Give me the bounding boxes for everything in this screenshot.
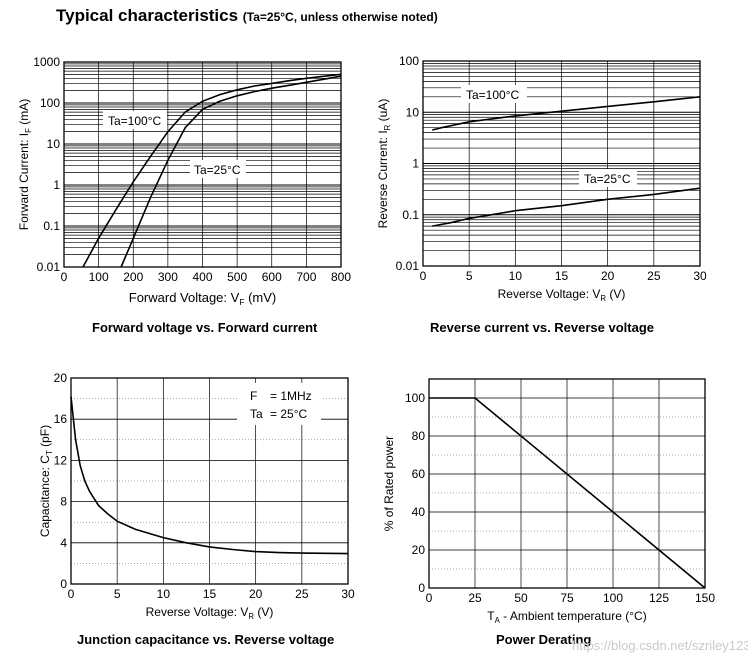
caption-forward: Forward voltage vs. Forward current (92, 320, 318, 335)
y-tick-label: 100 (405, 391, 425, 405)
x-tick-label: 100 (603, 591, 623, 605)
x-tick-label: 0 (68, 587, 75, 601)
label-bg (190, 160, 246, 178)
y-tick-label: 20 (412, 543, 426, 557)
title-main: Typical characteristics (56, 6, 239, 25)
y-tick-label: 0 (418, 581, 425, 595)
label-bg (579, 169, 637, 187)
legend-value: = 1MHz (270, 389, 312, 403)
series-line (82, 73, 342, 268)
y-tick-label: 20 (54, 371, 68, 385)
y-tick-label: 40 (412, 505, 426, 519)
series-line (432, 96, 701, 131)
caption-capacitance: Junction capacitance vs. Reverse voltage (77, 632, 335, 647)
y-tick-label: 0 (60, 577, 67, 591)
series-line (70, 396, 349, 555)
x-tick-label: 700 (296, 270, 316, 284)
x-tick-label: 75 (560, 591, 574, 605)
x-tick-label: 200 (123, 270, 143, 284)
x-tick-label: 500 (227, 270, 247, 284)
label-bg (461, 85, 527, 103)
x-tick-label: 400 (192, 270, 212, 284)
y-tick-label: 1 (53, 178, 60, 192)
y-tick-label: 80 (412, 429, 426, 443)
x-axis-label: Forward Voltage: VF (mV) (129, 290, 277, 307)
series-line (120, 75, 342, 268)
x-tick-label: 10 (509, 269, 523, 283)
x-tick-label: 15 (555, 269, 569, 283)
y-tick-label: 10 (406, 105, 420, 119)
y-tick-label: 1000 (33, 55, 60, 69)
x-tick-label: 0 (426, 591, 433, 605)
page-title: Typical characteristics (Ta=25°C, unless… (56, 6, 438, 26)
y-tick-label: 12 (54, 453, 68, 467)
y-tick-label: 100 (399, 54, 419, 68)
y-tick-label: 4 (60, 536, 67, 550)
legend-value: = 25°C (270, 407, 307, 421)
series-line (432, 187, 701, 227)
y-tick-label: 0.1 (43, 219, 60, 233)
x-tick-label: 800 (331, 270, 351, 284)
y-tick-label: 100 (40, 96, 60, 110)
plot-frame (70, 377, 349, 585)
x-tick-label: 20 (249, 587, 263, 601)
legend-box (237, 383, 321, 425)
watermark: https://blog.csdn.net/szriley123 (572, 638, 748, 653)
x-tick-label: 100 (89, 270, 109, 284)
x-tick-label: 0 (420, 269, 427, 283)
x-tick-label: 25 (295, 587, 309, 601)
x-axis-label: Reverse Voltage: VR (V) (146, 605, 274, 621)
y-tick-label: 8 (60, 495, 67, 509)
x-tick-label: 300 (158, 270, 178, 284)
y-axis-label: Reverse Current: IR (uA) (376, 99, 392, 229)
x-tick-label: 5 (114, 587, 121, 601)
series-label-25: Ta=25°C (584, 172, 631, 186)
x-tick-label: 600 (262, 270, 282, 284)
y-axis-label: Forward Current: IF (mA) (17, 99, 33, 230)
plot-frame (422, 60, 701, 267)
x-tick-label: 50 (514, 591, 528, 605)
label-bg (103, 111, 167, 129)
y-axis-label: % of Rated power (382, 436, 396, 531)
y-tick-label: 60 (412, 467, 426, 481)
series-label-100: Ta=100°C (466, 88, 520, 102)
legend-key: Ta (250, 407, 263, 421)
plot-frame (428, 378, 706, 589)
y-tick-label: 0.01 (396, 259, 420, 273)
x-tick-label: 25 (647, 269, 661, 283)
y-tick-label: 16 (54, 412, 68, 426)
x-axis-label: Reverse Voltage: VR (V) (498, 287, 626, 303)
x-tick-label: 5 (466, 269, 473, 283)
x-tick-label: 30 (341, 587, 355, 601)
caption-reverse: Reverse current vs. Reverse voltage (430, 320, 655, 335)
y-tick-label: 0.1 (402, 208, 419, 222)
x-tick-label: 30 (693, 269, 707, 283)
x-tick-label: 20 (601, 269, 615, 283)
y-tick-label: 1 (412, 157, 419, 171)
x-tick-label: 15 (203, 587, 217, 601)
y-tick-label: 0.01 (37, 260, 61, 274)
plot-frame (63, 61, 342, 268)
x-tick-label: 150 (695, 591, 715, 605)
series-label-25: Ta=25°C (194, 163, 241, 177)
x-tick-label: 25 (468, 591, 482, 605)
legend-key: F (250, 389, 257, 403)
x-tick-label: 125 (649, 591, 669, 605)
y-tick-label: 10 (47, 137, 61, 151)
series-line (429, 397, 706, 589)
caption-derating: Power Derating (496, 632, 592, 647)
x-tick-label: 10 (157, 587, 171, 601)
x-axis-label: TA - Ambient temperature (°C) (487, 609, 646, 625)
x-tick-label: 0 (61, 270, 68, 284)
y-axis-label: Capacitance: CT (pF) (38, 425, 54, 537)
series-label-100: Ta=100°C (108, 114, 162, 128)
title-note: (Ta=25°C, unless otherwise noted) (242, 10, 438, 24)
